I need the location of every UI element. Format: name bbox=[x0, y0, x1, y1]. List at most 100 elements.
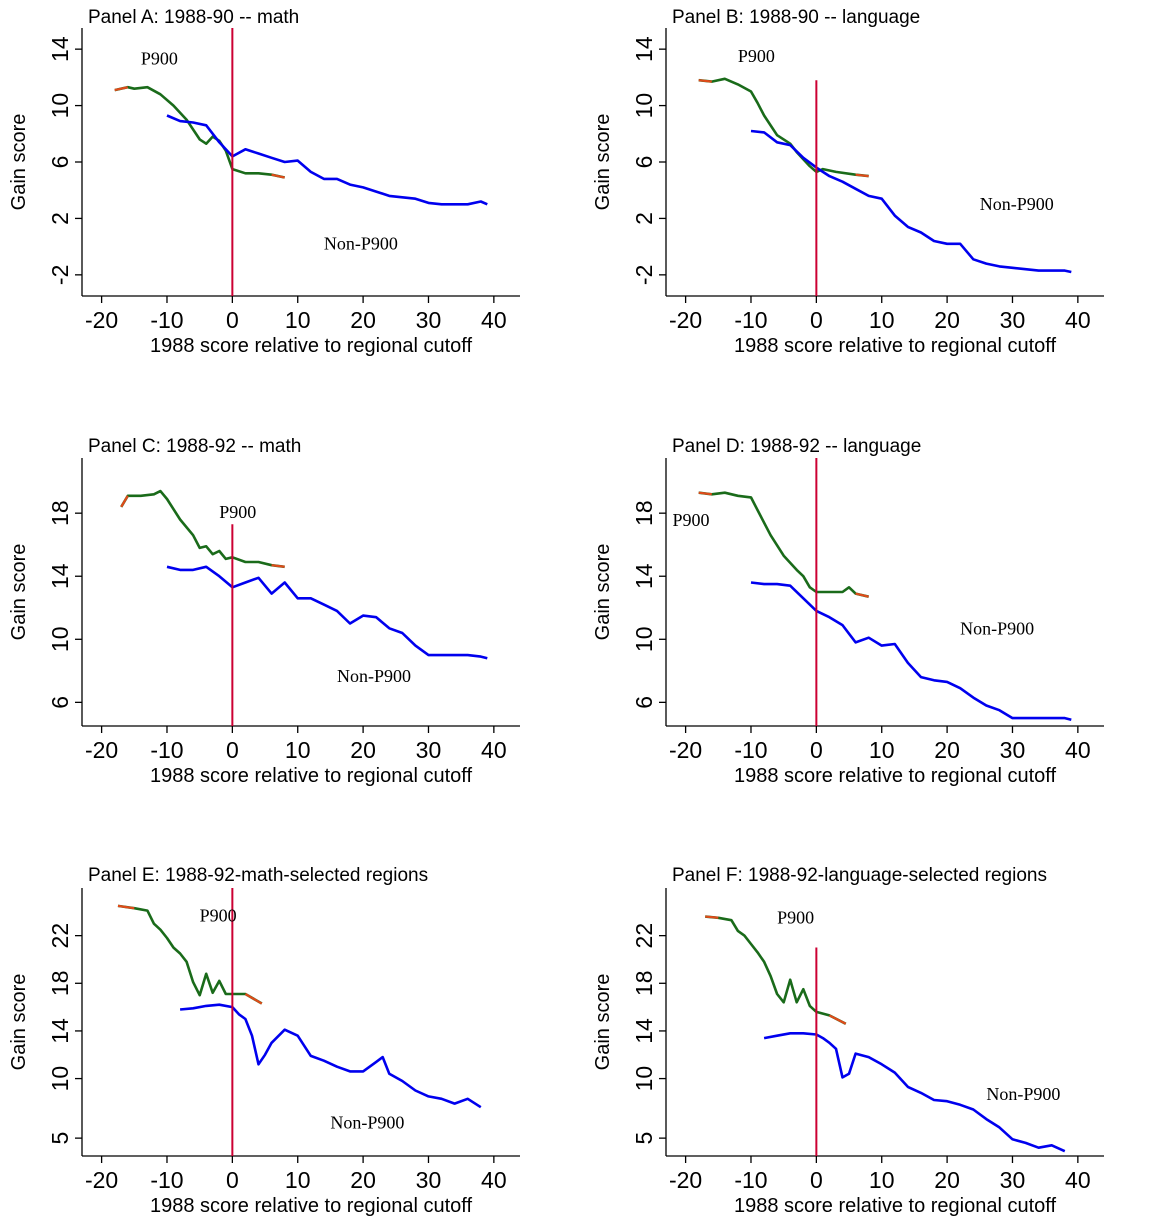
panel-d-x-tick-label: 20 bbox=[934, 737, 960, 763]
panel-c-y-axis-label: Gain score bbox=[8, 544, 30, 641]
panel-c-x-axis-label: 1988 score relative to regional cutoff bbox=[150, 765, 472, 787]
panel-d-x-tick-label: 40 bbox=[1065, 737, 1091, 763]
panel-a-x-tick-label: 30 bbox=[416, 307, 442, 333]
panel-a-x-tick-label: -20 bbox=[85, 307, 118, 333]
panel-c-x-tick-label: -20 bbox=[85, 737, 118, 763]
panel-b-y-axis-label: Gain score bbox=[592, 114, 614, 211]
panel-c-p900-label: P900 bbox=[219, 502, 256, 522]
panel-c-x-tick-label: 20 bbox=[350, 737, 376, 763]
panel-f-x-tick-label: 10 bbox=[869, 1167, 895, 1193]
panel-b-p900-label: P900 bbox=[738, 46, 775, 66]
panel-f-p900-label: P900 bbox=[777, 908, 814, 928]
panel-e: Panel E: 1988-92-math-selected regions -2… bbox=[8, 865, 520, 1217]
panel-a-y-axis-label: Gain score bbox=[8, 114, 30, 211]
panel-f-x-tick-label: -10 bbox=[734, 1167, 767, 1193]
panel-b-p900-line bbox=[698, 77, 869, 178]
panel-f-y-tick-label: 22 bbox=[631, 923, 657, 949]
panel-b-x-tick-label: 30 bbox=[1000, 307, 1026, 333]
panel-e-p900-tail-left bbox=[117, 904, 135, 910]
panel-c-non-p900-label: Non-P900 bbox=[337, 666, 411, 686]
panel-e-x-axis-label: 1988 score relative to regional cutoff bbox=[150, 1195, 472, 1217]
panel-b-non-p900-line bbox=[750, 129, 1072, 274]
panel-a-x-tick-label: 20 bbox=[350, 307, 376, 333]
panel-f-y-tick-label: 5 bbox=[631, 1132, 657, 1145]
panel-e-y-axis-label: Gain score bbox=[8, 974, 30, 1071]
panel-e-non-p900-line bbox=[179, 1003, 482, 1109]
panel-a-p900-tail-left bbox=[114, 86, 128, 92]
panel-e-p900-line bbox=[117, 904, 263, 1005]
panel-d-title: Panel D: 1988-92 -- language bbox=[672, 436, 921, 457]
panel-b-x-tick-label: -10 bbox=[734, 307, 767, 333]
panel-a-x-tick-label: 0 bbox=[226, 307, 239, 333]
panel-f-non-p900-line bbox=[763, 1032, 1066, 1153]
panel-c-y-tick-label: 14 bbox=[47, 563, 73, 589]
panel-c-y-tick-label: 6 bbox=[47, 696, 73, 709]
panel-c-p900-line bbox=[120, 489, 285, 569]
panel-b-p900-tail-left bbox=[698, 79, 712, 83]
panel-f-x-tick-label: 40 bbox=[1065, 1167, 1091, 1193]
panel-d-x-tick-label: -10 bbox=[734, 737, 767, 763]
panel-d-x-tick-label: -20 bbox=[669, 737, 702, 763]
panel-e-title: Panel E: 1988-92-math-selected regions bbox=[88, 865, 428, 886]
panel-b-x-tick-label: 40 bbox=[1065, 307, 1091, 333]
panel-e-x-tick-label: 10 bbox=[285, 1167, 311, 1193]
panel-c-y-tick-label: 18 bbox=[47, 500, 73, 526]
panel-b-non-p900-label: Non-P900 bbox=[980, 194, 1054, 214]
panel-a-non-p900-label: Non-P900 bbox=[324, 233, 398, 253]
panel-e-y-tick-label: 18 bbox=[47, 970, 73, 996]
panel-c-x-tick-label: -10 bbox=[150, 737, 183, 763]
panel-a-y-tick-label: 10 bbox=[47, 93, 73, 119]
panel-a-y-tick-label: 6 bbox=[47, 156, 73, 169]
panel-e-x-tick-label: 0 bbox=[226, 1167, 239, 1193]
panel-c-p900-tail-right bbox=[271, 564, 285, 568]
panel-b-p900-tail-right bbox=[855, 173, 869, 178]
panel-c-non-p900-line bbox=[166, 565, 488, 660]
panel-b-y-tick-label: -2 bbox=[631, 265, 657, 285]
panel-d-y-tick-label: 14 bbox=[631, 563, 657, 589]
panel-c-title: Panel C: 1988-92 -- math bbox=[88, 436, 301, 457]
panel-d-p900-tail-left bbox=[698, 491, 712, 496]
panel-b-y-tick-label: 14 bbox=[631, 36, 657, 62]
panel-c: Panel C: 1988-92 -- math -20 -10 0 10 20 30 40 6… bbox=[8, 436, 520, 787]
panel-a-y-tick-label: 14 bbox=[47, 36, 73, 62]
panel-d-x-tick-label: 30 bbox=[1000, 737, 1026, 763]
panel-e-x-tick-label: -20 bbox=[85, 1167, 118, 1193]
panel-b-x-tick-label: 0 bbox=[810, 307, 823, 333]
panel-d-p900-label: P900 bbox=[673, 510, 710, 530]
panel-d-p900-line bbox=[698, 491, 869, 598]
panel-e-non-p900-label: Non-P900 bbox=[330, 1113, 404, 1133]
panel-d-y-tick-label: 6 bbox=[631, 696, 657, 709]
panel-c-x-tick-label: 0 bbox=[226, 737, 239, 763]
panel-f-p900-tail-left bbox=[705, 915, 719, 919]
panel-b-y-tick-label: 2 bbox=[631, 212, 657, 225]
panel-b-title: Panel B: 1988-90 -- language bbox=[672, 7, 920, 28]
panel-d-p900-tail-right bbox=[855, 592, 869, 598]
panel-d-y-axis-label: Gain score bbox=[592, 544, 614, 641]
panel-a-x-axis-label: 1988 score relative to regional cutoff bbox=[150, 335, 472, 357]
panel-c-x-tick-label: 40 bbox=[481, 737, 507, 763]
panel-b-y-tick-label: 10 bbox=[631, 93, 657, 119]
panel-f: Panel F: 1988-92-language-selected regio… bbox=[592, 865, 1104, 1217]
panel-f-x-axis-label: 1988 score relative to regional cutoff bbox=[734, 1195, 1056, 1217]
panel-a-y-tick-label: -2 bbox=[47, 265, 73, 285]
panel-d-y-tick-label: 18 bbox=[631, 500, 657, 526]
panel-c-p900-tail-left bbox=[120, 495, 129, 508]
panel-f-x-tick-label: -20 bbox=[669, 1167, 702, 1193]
panel-a-p900-label: P900 bbox=[141, 49, 178, 69]
panel-a-non-p900-line bbox=[166, 114, 488, 206]
panel-d-y-tick-label: 10 bbox=[631, 626, 657, 652]
panel-b-x-tick-label: 20 bbox=[934, 307, 960, 333]
panel-d-non-p900-label: Non-P900 bbox=[960, 619, 1034, 639]
panel-c-x-tick-label: 30 bbox=[416, 737, 442, 763]
panel-f-x-tick-label: 0 bbox=[810, 1167, 823, 1193]
panel-e-p900-label: P900 bbox=[200, 905, 237, 925]
panel-f-title: Panel F: 1988-92-language-selected regio… bbox=[672, 865, 1047, 886]
panel-a-y-tick-label: 2 bbox=[47, 212, 73, 225]
panel-f-y-tick-label: 14 bbox=[631, 1018, 657, 1044]
panel-c-y-tick-label: 10 bbox=[47, 626, 73, 652]
panel-a: Panel A: 1988-90 -- math -20 -10 0 10 20 30 40 -… bbox=[8, 7, 520, 357]
panel-b-x-tick-label: 10 bbox=[869, 307, 895, 333]
panel-c-x-tick-label: 10 bbox=[285, 737, 311, 763]
panel-f-x-tick-label: 20 bbox=[934, 1167, 960, 1193]
